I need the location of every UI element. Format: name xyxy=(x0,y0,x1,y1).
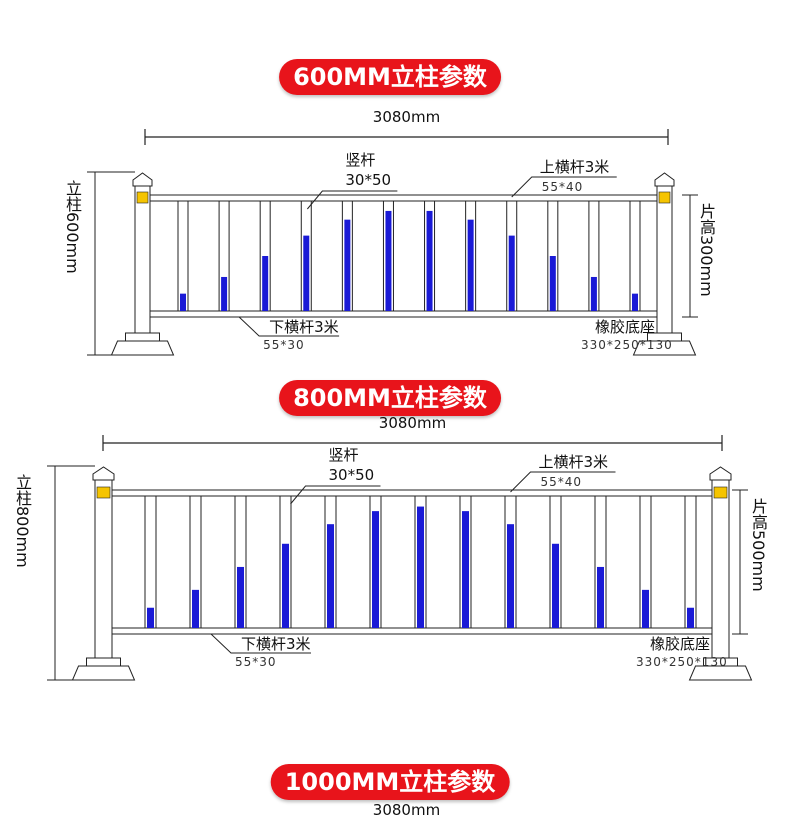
top-rail-size: 55*40 xyxy=(541,180,584,194)
panel-height-label: 片高500mm xyxy=(749,498,768,592)
post-height-label: 立柱800mm xyxy=(13,474,32,568)
post-cap xyxy=(132,172,153,187)
vertical-bar-size: 30*50 xyxy=(328,466,375,484)
width-label: 3080mm xyxy=(372,801,441,819)
reflector xyxy=(713,486,728,499)
bar-fill xyxy=(385,210,392,311)
post xyxy=(711,477,730,659)
bar-fill xyxy=(597,566,604,628)
bar-fill xyxy=(590,276,597,311)
reflector xyxy=(136,191,149,204)
bottom-rail-label: 下横杆3米 xyxy=(269,318,339,336)
section-title: 800MM立柱参数 xyxy=(279,380,501,416)
bar-fill xyxy=(507,524,514,628)
bar-fill xyxy=(417,506,424,628)
base xyxy=(71,665,136,681)
width-label: 3080mm xyxy=(372,108,441,126)
top-rail-size: 55*40 xyxy=(540,475,583,489)
reflector xyxy=(658,191,671,204)
bottom-rail-label: 下横杆3米 xyxy=(241,635,311,653)
bar-fill xyxy=(467,219,474,311)
top-rail xyxy=(111,489,713,497)
bar-fill xyxy=(180,293,186,311)
base-size: 330*250*130 xyxy=(581,338,673,352)
base-size: 330*250*130 xyxy=(636,655,728,669)
top-rail-label: 上横杆3米 xyxy=(538,453,609,471)
top-rail xyxy=(149,194,658,202)
bar-fill xyxy=(282,543,289,628)
bar-fill xyxy=(344,219,351,311)
post-cap xyxy=(654,172,675,187)
vertical-bar-label: 竖杆 xyxy=(345,151,376,169)
bar-fill xyxy=(221,276,228,311)
reflector xyxy=(96,486,111,499)
post-height-label: 立柱600mm xyxy=(63,180,82,274)
leader-line xyxy=(510,471,616,493)
post xyxy=(134,183,151,334)
bar-fill xyxy=(462,511,469,628)
bar-fill xyxy=(552,543,559,628)
bar-fill xyxy=(303,235,310,311)
base-top xyxy=(125,332,160,342)
bottom-rail-size: 55*30 xyxy=(263,338,305,352)
leader-line xyxy=(238,316,340,337)
vertical-bar-size: 30*50 xyxy=(345,171,392,189)
base xyxy=(110,340,175,356)
bar-fill xyxy=(426,210,433,311)
bar-fill xyxy=(642,589,649,628)
bar-fill xyxy=(237,566,244,628)
leader-line xyxy=(511,176,617,198)
section-title: 600MM立柱参数 xyxy=(279,59,501,95)
bar-fill xyxy=(327,524,334,628)
bar-fill xyxy=(508,235,515,311)
bar-fill xyxy=(632,293,638,311)
bottom-rail-size: 55*30 xyxy=(235,655,277,669)
section-title: 1000MM立柱参数 xyxy=(270,764,510,800)
post xyxy=(656,183,673,334)
bottom-rail xyxy=(149,310,658,318)
bar-fill xyxy=(147,607,154,628)
leader-line xyxy=(290,485,381,505)
base-top xyxy=(86,657,121,667)
bottom-rail xyxy=(111,627,713,635)
top-rail-label: 上横杆3米 xyxy=(539,158,610,176)
base xyxy=(632,340,697,356)
bar-fill xyxy=(192,589,199,628)
bar-fill xyxy=(549,256,556,311)
base xyxy=(688,665,753,681)
leader-line xyxy=(210,633,311,654)
bar-fill xyxy=(372,511,379,628)
panel-height-label: 片高300mm xyxy=(697,203,716,297)
base-label: 橡胶底座 xyxy=(595,318,656,336)
width-label: 3080mm xyxy=(378,414,447,432)
post-cap xyxy=(92,466,115,481)
leader-line xyxy=(306,190,398,210)
base-label: 橡胶底座 xyxy=(650,635,711,653)
bar-fill xyxy=(687,607,694,628)
post-cap xyxy=(709,466,732,481)
bar-fill xyxy=(262,256,269,311)
post xyxy=(94,477,113,659)
vertical-bar-label: 竖杆 xyxy=(328,446,359,464)
